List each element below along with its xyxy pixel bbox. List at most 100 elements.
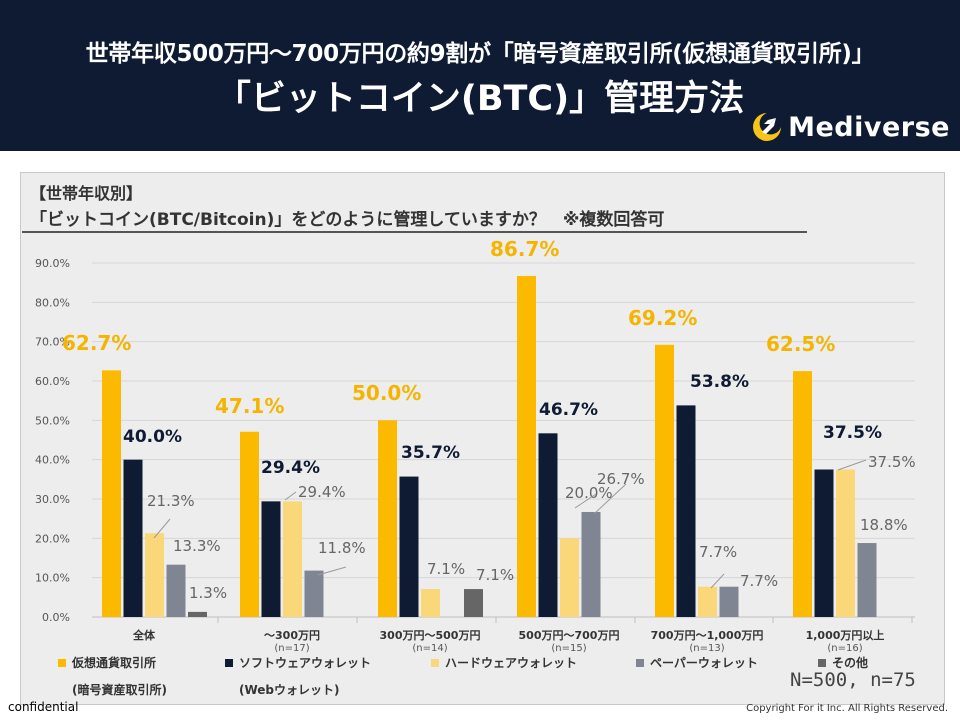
legend-swatch-other: [818, 658, 826, 667]
legend-swatch-exchange: [58, 658, 66, 667]
data-label-2-2: 29.4%: [261, 458, 320, 478]
bar-2-4: [538, 433, 558, 617]
y-tick-label: 20.0%: [35, 532, 70, 545]
data-label-1-6: 62.5%: [766, 332, 835, 356]
brand-logo: Mediverse: [750, 110, 950, 144]
data-label-4-2: 11.8%: [318, 539, 366, 557]
legend-exchange: 仮想通貨取引所: [58, 654, 156, 671]
leader-line: [317, 566, 347, 576]
x-tick-n-label: (n=16): [827, 643, 862, 654]
legend-label: ペーパーウォレット: [650, 656, 758, 670]
y-tick-label: 50.0%: [35, 414, 70, 427]
header-banner: [0, 0, 960, 151]
legend-sublabel: (Webウォレット): [239, 683, 340, 697]
data-label-2-3: 35.7%: [401, 443, 460, 463]
bar-2-6: [814, 469, 834, 617]
bar-3-4: [560, 538, 579, 617]
data-label-3-2: 29.4%: [298, 483, 346, 501]
y-tick-label: 0.0%: [42, 611, 70, 624]
x-tick-label: 全体: [132, 628, 156, 642]
data-label-5-1: 1.3%: [189, 584, 227, 602]
bar-1-4: [517, 275, 536, 617]
x-tick-n-label: (n=13): [689, 643, 724, 654]
legend-hardware: ハードウェアウォレット: [431, 654, 577, 671]
y-tick-label: 80.0%: [35, 296, 70, 309]
leader-line: [574, 493, 597, 509]
data-label-3-3: 7.1%: [427, 560, 465, 578]
x-tick-n-label: (n=17): [274, 643, 309, 654]
sample-size-note: N=500, n=75: [790, 669, 916, 691]
legend-label: ハードウェアウォレット: [445, 656, 578, 670]
x-tick-label: 700万円～1,000万円: [651, 629, 764, 642]
bar-4-2: [304, 570, 324, 617]
bar-3-6: [836, 469, 855, 617]
bar-1-5: [655, 344, 674, 617]
data-label-2-5: 53.8%: [690, 372, 749, 392]
data-label-3-5: 7.7%: [699, 543, 737, 561]
bar-2-5: [676, 405, 696, 617]
bar-1-2: [240, 431, 259, 617]
bar-1-3: [378, 420, 397, 617]
legend-paper: ペーパーウォレット: [636, 654, 758, 671]
leader-line: [710, 573, 725, 589]
data-label-4-4: 26.7%: [597, 470, 645, 488]
page-title-line2: 「ビットコイン(BTC)」管理方法: [215, 79, 745, 119]
data-label-5-3: 7.1%: [476, 566, 514, 584]
x-tick-n-label: (n=15): [551, 643, 586, 654]
data-label-2-4: 46.7%: [539, 400, 598, 420]
bar-2-2: [261, 501, 281, 617]
bar-3-1: [145, 533, 164, 617]
bar-4-5: [719, 586, 739, 617]
legend-swatch-hardware: [431, 658, 439, 667]
x-tick-label: 500万円～700万円: [519, 629, 620, 642]
legend-label: その他: [832, 656, 869, 670]
data-label-2-1: 40.0%: [123, 427, 182, 447]
bar-4-6: [857, 543, 877, 617]
y-tick-label: 30.0%: [35, 493, 70, 506]
data-label-3-4: 20.0%: [565, 484, 613, 502]
page-title-line1: 世帯年収500万円～700万円の約9割が「暗号資産取引所(仮想通貨取引所)」: [85, 41, 875, 67]
bar-2-1: [123, 459, 143, 617]
data-label-1-5: 69.2%: [628, 306, 697, 330]
bar-3-3: [421, 589, 440, 617]
data-label-1-2: 47.1%: [215, 394, 284, 418]
data-label-3-1: 21.3%: [147, 492, 195, 510]
legend-label: 仮想通貨取引所: [72, 656, 157, 670]
bar-5-3: [464, 589, 483, 617]
legend-swatch-paper: [636, 658, 644, 667]
data-label-4-5: 7.7%: [740, 572, 778, 590]
legend-label: ソフトウェアウォレット: [239, 656, 372, 670]
bar-4-4: [581, 511, 601, 617]
leader-line: [593, 483, 627, 515]
data-label-3-6: 37.5%: [868, 453, 916, 471]
bar-1-6: [793, 371, 812, 617]
y-tick-label: 40.0%: [35, 454, 70, 467]
data-label-4-1: 13.3%: [173, 537, 221, 555]
footer-confidential: confidential: [8, 700, 79, 714]
legend-other: その他: [818, 654, 868, 671]
x-tick-label: ～300万円: [264, 629, 320, 642]
legend-software: ソフトウェアウォレット: [225, 654, 371, 671]
data-label-1-1: 62.7%: [62, 331, 131, 355]
footer-copyright: Copyright For it Inc. All Rights Reserve…: [746, 703, 948, 714]
y-tick-label: 10.0%: [35, 572, 70, 585]
brand-name: Mediverse: [788, 111, 950, 143]
chart-tag: 【世帯年収別】: [30, 184, 143, 203]
legend-sublabel: (暗号資産取引所): [72, 683, 167, 697]
leader-line: [153, 518, 171, 539]
y-tick-label: 70.0%: [35, 336, 70, 349]
bar-5-1: [188, 611, 207, 617]
title-underline: [22, 231, 807, 233]
bar-1-1: [102, 370, 121, 617]
chart-title: 「ビットコイン(BTC/Bitcoin)」をどのように管理していますか？ ※複数…: [30, 210, 665, 230]
bar-2-3: [399, 476, 419, 617]
leader-line: [837, 459, 867, 471]
data-label-2-6: 37.5%: [823, 423, 882, 443]
data-label-1-3: 50.0%: [352, 381, 421, 405]
x-tick-label: 1,000万円以上: [806, 628, 885, 642]
data-label-4-6: 18.8%: [860, 516, 908, 534]
y-tick-label: 60.0%: [35, 375, 70, 388]
x-tick-label: 300万円～500万円: [380, 629, 481, 642]
legend-swatch-software: [225, 658, 233, 667]
